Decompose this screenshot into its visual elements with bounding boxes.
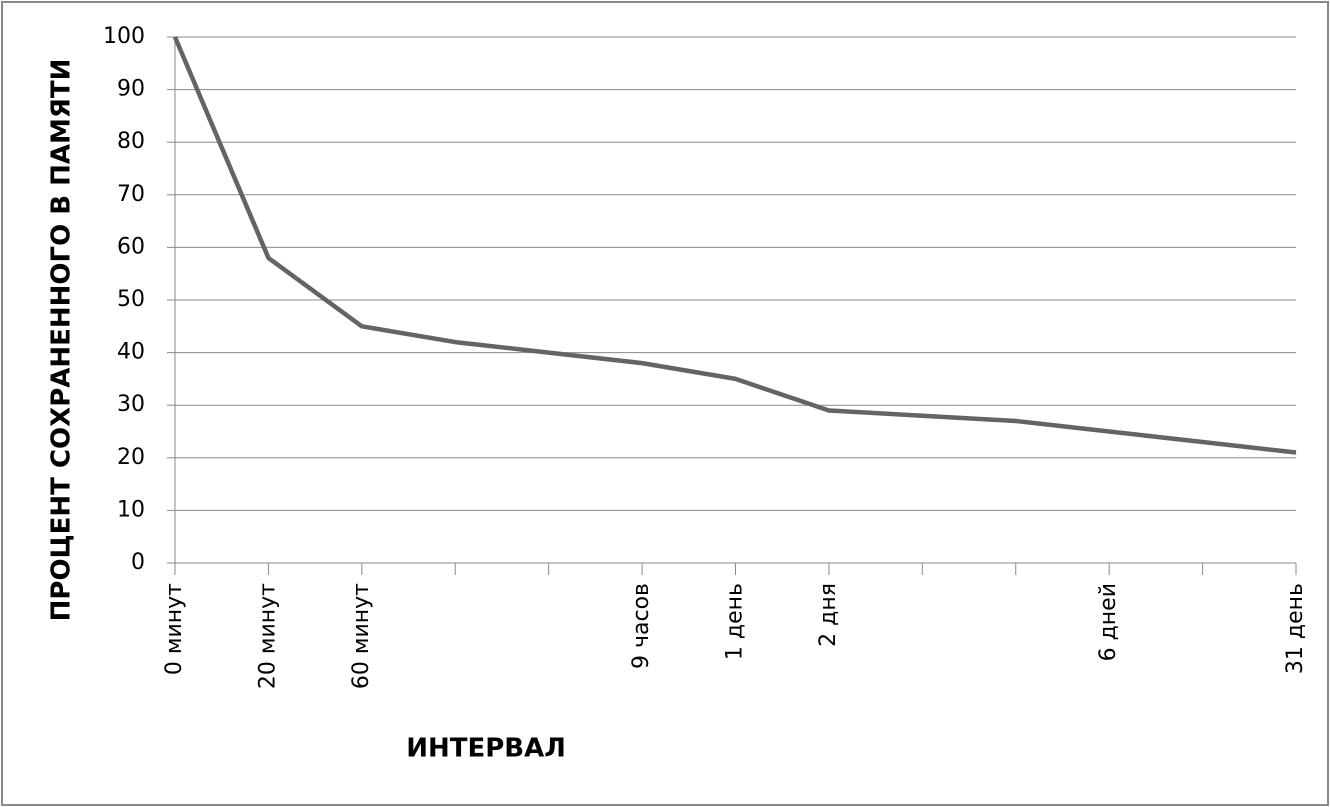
x-tick-label: 20 минут xyxy=(255,583,280,689)
y-tick-label: 20 xyxy=(117,445,145,470)
x-axis-title: ИНТЕРВАЛ xyxy=(406,734,566,764)
y-tick-label: 0 xyxy=(131,550,145,575)
y-tick-label: 30 xyxy=(117,392,145,417)
x-tick-label: 31 день xyxy=(1283,583,1308,674)
x-tick-label: 1 день xyxy=(723,583,748,660)
y-tick-label: 100 xyxy=(103,24,145,49)
x-tick-label: 9 часов xyxy=(629,583,654,669)
y-tick-label: 60 xyxy=(117,234,145,259)
x-tick-label: 6 дней xyxy=(1096,583,1121,661)
y-tick-label: 10 xyxy=(117,497,145,522)
y-tick-label: 80 xyxy=(117,129,145,154)
x-tick-label: 2 дня xyxy=(816,583,841,647)
data-line xyxy=(172,36,1297,455)
y-axis-title: ПРОЦЕНТ СОХРАНЕННОГО В ПАМЯТИ xyxy=(47,59,77,622)
y-tick-label: 70 xyxy=(117,182,145,207)
y-tick-label: 90 xyxy=(117,77,145,102)
y-tick-label: 50 xyxy=(117,287,145,312)
x-tick-label: 60 минут xyxy=(349,583,374,689)
y-tick-label: 40 xyxy=(117,340,145,365)
x-tick-label: 0 минут xyxy=(162,583,187,675)
